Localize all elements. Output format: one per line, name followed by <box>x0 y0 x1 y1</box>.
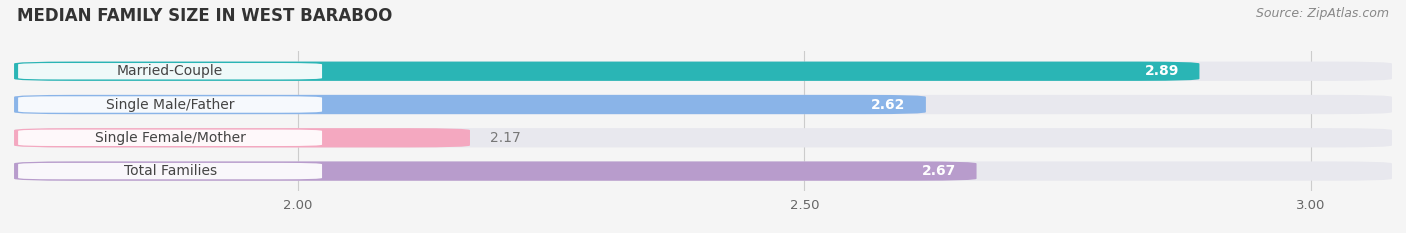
FancyBboxPatch shape <box>18 163 322 179</box>
FancyBboxPatch shape <box>14 95 927 114</box>
Text: 2.62: 2.62 <box>872 98 905 112</box>
FancyBboxPatch shape <box>14 161 1392 181</box>
Text: MEDIAN FAMILY SIZE IN WEST BARABOO: MEDIAN FAMILY SIZE IN WEST BARABOO <box>17 7 392 25</box>
FancyBboxPatch shape <box>14 161 977 181</box>
Text: 2.67: 2.67 <box>922 164 956 178</box>
Text: Total Families: Total Families <box>124 164 217 178</box>
FancyBboxPatch shape <box>14 128 470 147</box>
FancyBboxPatch shape <box>14 128 1392 147</box>
Text: Source: ZipAtlas.com: Source: ZipAtlas.com <box>1256 7 1389 20</box>
Text: Married-Couple: Married-Couple <box>117 64 224 78</box>
FancyBboxPatch shape <box>18 96 322 113</box>
Text: Single Female/Mother: Single Female/Mother <box>94 131 246 145</box>
FancyBboxPatch shape <box>14 95 1392 114</box>
FancyBboxPatch shape <box>14 62 1199 81</box>
Text: Single Male/Father: Single Male/Father <box>105 98 235 112</box>
FancyBboxPatch shape <box>18 63 322 79</box>
Text: 2.17: 2.17 <box>491 131 522 145</box>
FancyBboxPatch shape <box>14 62 1392 81</box>
Text: 2.89: 2.89 <box>1144 64 1180 78</box>
FancyBboxPatch shape <box>18 130 322 146</box>
